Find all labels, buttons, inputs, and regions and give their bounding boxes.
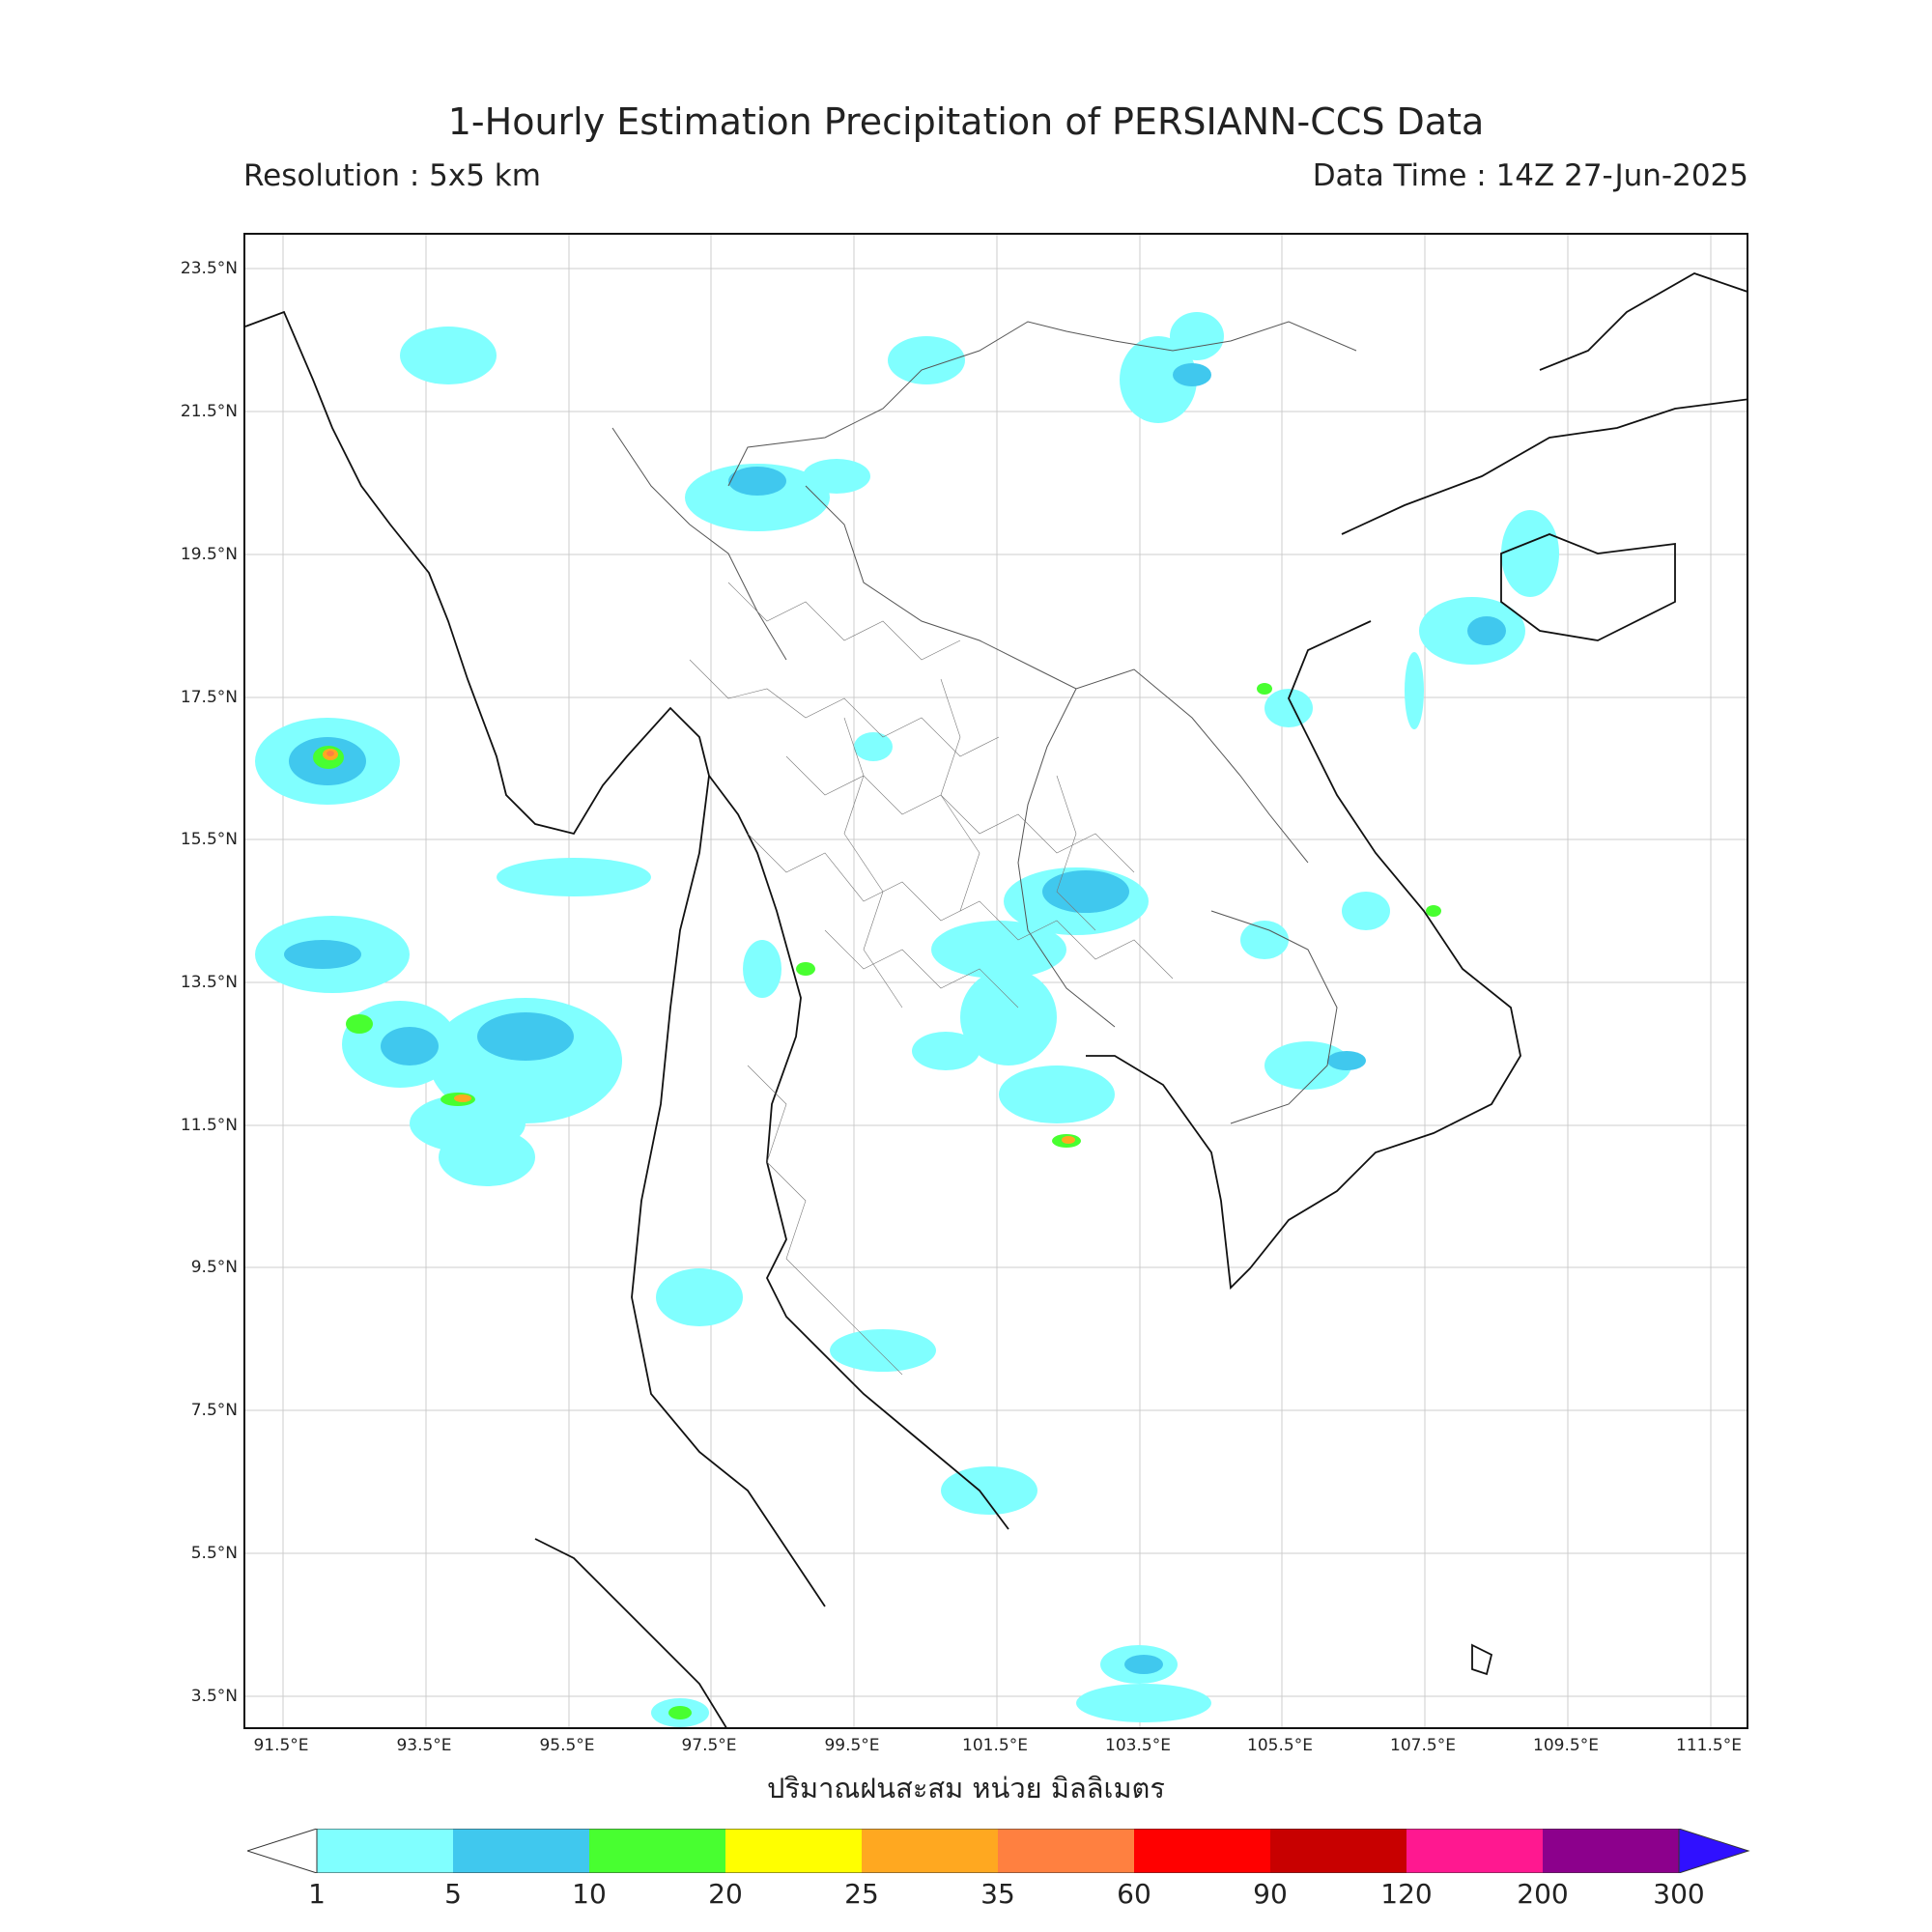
lon-label: 91.5°E [253, 1736, 309, 1755]
rain-10-20mm [313, 683, 1441, 1719]
lon-label: 99.5°E [824, 1736, 880, 1755]
lat-label: 5.5°N [190, 1544, 238, 1563]
lat-label: 7.5°N [190, 1401, 238, 1420]
colorbar-tick-label: 5 [444, 1878, 462, 1910]
province-borders [689, 582, 1174, 1376]
colorbar-segment [317, 1829, 453, 1873]
lon-label: 105.5°E [1247, 1736, 1313, 1755]
colorbar-segment [1543, 1829, 1679, 1873]
colorbar-segment [453, 1829, 589, 1873]
lon-label: 111.5°E [1676, 1736, 1742, 1755]
colorbar-tick-label: 60 [1117, 1878, 1151, 1910]
colorbar-tick-label: 120 [1380, 1878, 1433, 1910]
colorbar-tick-label: 1 [308, 1878, 326, 1910]
lat-label: 9.5°N [190, 1258, 238, 1277]
lat-label: 3.5°N [190, 1687, 238, 1706]
lon-label: 93.5°E [396, 1736, 452, 1755]
lat-label: 17.5°N [180, 688, 238, 707]
lon-label: 109.5°E [1533, 1736, 1599, 1755]
colorbar-tick-label: 10 [572, 1878, 607, 1910]
lat-label: 21.5°N [180, 402, 238, 421]
colorbar-tick-label: 35 [980, 1878, 1015, 1910]
colorbar-tick-label: 300 [1653, 1878, 1705, 1910]
rain-35-60mm [327, 751, 334, 756]
colorbar-under-arrow [247, 1829, 318, 1873]
precipitation-layer [255, 312, 1559, 1727]
map-panel [243, 233, 1748, 1729]
lat-label: 23.5°N [180, 259, 238, 278]
colorbar-tick-label: 200 [1517, 1878, 1569, 1910]
colorbar-title: ปริมาณฝนสะสม หน่วย มิลลิเมตร [767, 1772, 1165, 1804]
lat-label: 15.5°N [180, 830, 238, 849]
colorbar-segment [1406, 1829, 1543, 1873]
lat-label: 13.5°N [180, 973, 238, 992]
lon-label: 103.5°E [1105, 1736, 1171, 1755]
colorbar-segment [1270, 1829, 1406, 1873]
lon-label: 101.5°E [962, 1736, 1028, 1755]
lon-label: 97.5°E [681, 1736, 737, 1755]
data-time-label: Data Time : 14Z 27-Jun-2025 [1312, 158, 1748, 193]
resolution-label: Resolution : 5x5 km [243, 158, 541, 193]
map-canvas [245, 235, 1747, 1727]
colorbar-tick-label: 25 [844, 1878, 879, 1910]
colorbar-over-arrow [1678, 1829, 1750, 1873]
colorbar-segment [589, 1829, 725, 1873]
colorbar-segment [998, 1829, 1134, 1873]
lon-label: 107.5°E [1390, 1736, 1456, 1755]
country-borders [611, 321, 1357, 1124]
colorbar-segment [862, 1829, 998, 1873]
coastline [245, 272, 1747, 1727]
lat-label: 19.5°N [180, 545, 238, 564]
map-title: 1-Hourly Estimation Precipitation of PER… [447, 100, 1485, 143]
colorbar [247, 1829, 1750, 1873]
colorbar-segments [316, 1829, 1680, 1873]
colorbar-segment [1134, 1829, 1270, 1873]
colorbar-tick-label: 90 [1253, 1878, 1288, 1910]
lon-label: 95.5°E [539, 1736, 595, 1755]
colorbar-tick-label: 20 [708, 1878, 743, 1910]
lat-label: 11.5°N [180, 1116, 238, 1135]
colorbar-segment [725, 1829, 862, 1873]
gridlines [245, 235, 1747, 1727]
